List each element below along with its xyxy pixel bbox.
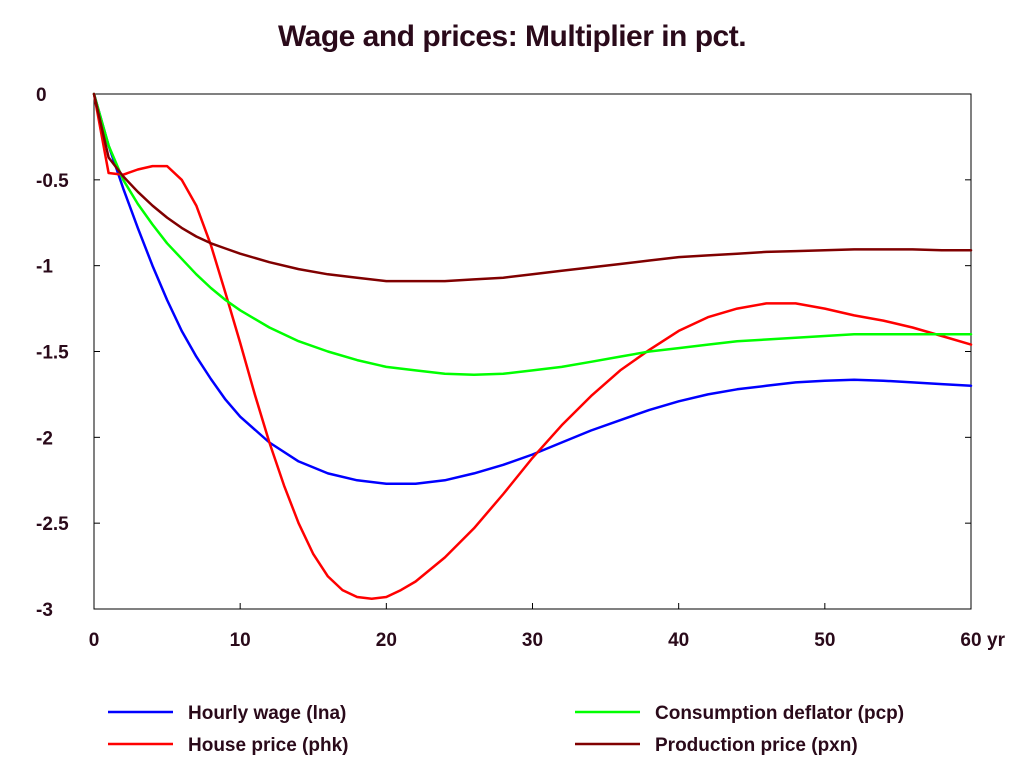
y-tick-label: -2 <box>36 428 53 449</box>
legend-label: House price (phk) <box>188 735 348 756</box>
x-axis-unit: yr <box>987 630 1006 651</box>
y-tick-label: -0.5 <box>36 171 69 192</box>
y-tick-label: -3 <box>36 600 53 621</box>
x-tick-label: 0 <box>89 630 100 651</box>
tick-labels: 0 -0.5 -1 -1.5 -2 -2.5 -3 0 10 20 30 40 50 60 yr <box>36 85 1006 651</box>
x-tick-label: 40 <box>668 630 689 651</box>
legend-label: Production price (pxn) <box>655 735 858 756</box>
x-tick-label: 10 <box>230 630 251 651</box>
legend-label: Hourly wage (lna) <box>188 703 346 724</box>
series-line-1 <box>92 92 973 600</box>
y-tick-label: -1.5 <box>36 343 69 364</box>
series-line-2 <box>92 92 973 376</box>
x-tick-label: 30 <box>522 630 543 651</box>
legend: Hourly wage (lna) House price (phk) Consum… <box>108 703 904 756</box>
chart-title: Wage and prices: Multiplier in pct. <box>277 20 747 53</box>
y-tick-label: -1 <box>36 257 53 278</box>
x-tick-label: 60 <box>960 630 981 651</box>
axis-ticks <box>93 93 972 610</box>
legend-label: Consumption deflator (pcp) <box>655 703 904 724</box>
series-lines <box>92 92 973 600</box>
series-line-0 <box>92 92 973 485</box>
x-tick-label: 20 <box>376 630 397 651</box>
x-tick-label: 50 <box>814 630 835 651</box>
series-line-3 <box>92 92 973 283</box>
plot-area <box>93 93 972 610</box>
y-tick-label: 0 <box>36 85 47 106</box>
y-tick-label: -2.5 <box>36 514 69 535</box>
